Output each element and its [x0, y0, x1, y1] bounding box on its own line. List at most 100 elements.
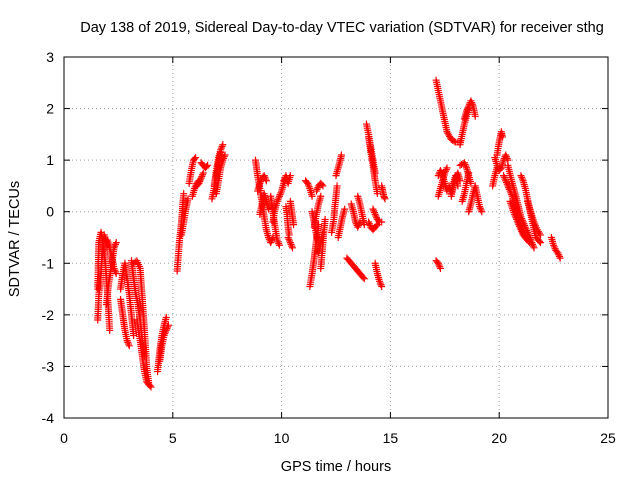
y-tick-label: -1 — [42, 255, 55, 271]
data-point — [504, 182, 512, 190]
data-point — [273, 197, 281, 205]
data-point — [554, 249, 562, 257]
data-point — [518, 215, 526, 223]
data-point — [111, 242, 119, 250]
data-point — [198, 172, 206, 180]
data-point — [476, 203, 484, 211]
data-point — [125, 340, 133, 348]
data-point — [555, 251, 563, 259]
data-point — [463, 105, 471, 113]
x-tick-label: 5 — [169, 430, 177, 446]
data-point — [261, 173, 269, 181]
data-point — [162, 313, 170, 321]
data-point — [522, 235, 530, 243]
data-point — [500, 173, 508, 181]
data-point — [123, 337, 131, 345]
data-points — [94, 76, 564, 391]
data-point — [503, 180, 511, 188]
axis-ticks: 0 5 10 15 20 25 -4 -3 -2 -1 0 1 2 3 — [42, 49, 616, 446]
data-point — [462, 162, 470, 170]
data-point — [267, 237, 275, 245]
y-tick-label: 0 — [46, 204, 54, 220]
data-point — [436, 264, 444, 272]
data-point — [360, 275, 368, 283]
data-point — [493, 164, 501, 172]
data-point — [110, 244, 118, 252]
data-point — [450, 137, 458, 145]
data-point — [461, 160, 469, 168]
data-point — [204, 161, 212, 169]
data-point — [195, 179, 203, 187]
data-point — [502, 153, 510, 161]
data-point — [355, 220, 363, 228]
data-point — [517, 226, 525, 234]
data-point — [514, 219, 522, 227]
data-point — [502, 177, 510, 185]
y-axis-label: SDTVAR / TECUs — [7, 181, 23, 297]
data-point — [276, 191, 284, 199]
data-point — [529, 240, 537, 248]
data-point — [268, 235, 276, 243]
data-point — [503, 154, 511, 162]
data-point — [373, 190, 381, 198]
data-point — [220, 154, 228, 162]
data-point — [369, 205, 377, 213]
data-point — [518, 173, 526, 181]
data-point — [442, 167, 450, 175]
data-point — [522, 225, 530, 233]
x-tick-label: 10 — [274, 430, 290, 446]
data-point — [273, 236, 281, 244]
data-point — [260, 172, 268, 180]
data-point — [500, 172, 508, 180]
data-point — [288, 242, 296, 250]
data-point — [287, 240, 295, 248]
data-point — [286, 239, 294, 247]
data-point — [317, 192, 325, 200]
x-tick-label: 25 — [600, 430, 616, 446]
data-point — [435, 261, 443, 269]
data-point — [130, 331, 138, 339]
y-tick-label: 1 — [46, 152, 54, 168]
data-point — [371, 210, 379, 218]
data-point — [374, 217, 382, 225]
data-point — [463, 107, 471, 115]
data-point — [476, 204, 484, 212]
data-point — [365, 220, 373, 228]
x-tick-label: 0 — [60, 430, 68, 446]
data-point — [262, 175, 270, 183]
data-point — [163, 325, 171, 333]
data-point — [555, 252, 563, 260]
y-tick-label: -4 — [42, 410, 55, 426]
data-point — [106, 326, 114, 334]
data-point — [262, 177, 270, 185]
data-point — [372, 212, 380, 220]
data-point — [257, 178, 265, 186]
y-tick-label: 2 — [46, 101, 54, 117]
data-point — [516, 224, 524, 232]
data-point — [267, 239, 275, 247]
data-point — [537, 231, 545, 239]
data-point — [502, 178, 510, 186]
data-point — [221, 151, 229, 159]
data-point — [284, 234, 292, 241]
x-tick-label: 20 — [491, 430, 507, 446]
data-point — [217, 144, 225, 152]
data-point — [381, 195, 389, 203]
data-point — [370, 207, 378, 215]
data-point — [517, 172, 525, 180]
data-point — [164, 321, 172, 329]
data-point — [146, 382, 154, 390]
data-point — [513, 215, 521, 223]
data-point — [219, 141, 227, 149]
data-point — [111, 266, 119, 274]
data-point — [318, 181, 326, 189]
data-point — [184, 195, 192, 203]
data-point — [436, 263, 444, 271]
data-point — [456, 177, 464, 185]
data-point — [537, 239, 545, 247]
data-point — [290, 221, 298, 229]
data-point — [275, 194, 283, 202]
data-point — [192, 154, 200, 162]
data-point — [160, 331, 168, 339]
